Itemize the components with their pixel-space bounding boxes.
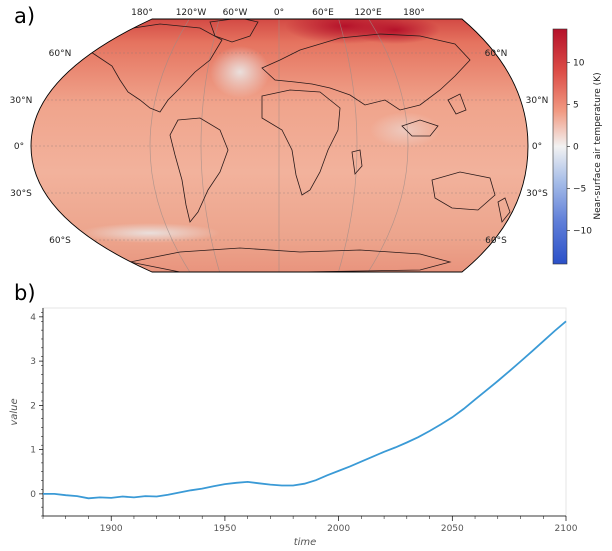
lat-label: 60°N [485,49,508,59]
lat-label: 30°S [10,189,32,199]
x-tick-label: 2100 [555,524,578,534]
x-axis-label: time [294,537,317,548]
x-tick-label: 1900 [100,524,123,534]
colorbar: 10 5 0 −5 −10 Near-surface air temperature (… [552,28,603,265]
y-tick-label: 2 [30,401,36,411]
lat-label: 60°S [49,236,71,246]
x-ticks: 1900 1950 2000 2050 2100 [100,516,578,534]
y-tick-label: 4 [30,313,36,323]
lon-label: 180° [131,8,153,18]
lat-label: 0° [532,142,542,152]
lon-label: 120°E [354,8,382,18]
colorbar-tick-label: 5 [573,101,579,111]
colorbar-tick-label: −5 [573,184,586,194]
lon-label: 120°W [176,8,207,18]
lon-label: 60°E [312,8,334,18]
map-lon-labels: 180° 120°W 60°W 0° 60°E 120°E 180° [131,8,425,18]
y-ticks: 0 1 2 3 4 [30,313,43,500]
lat-label: 0° [14,142,24,152]
lat-label: 60°N [49,49,72,59]
plot-area [42,307,567,517]
global-temperature-map: 180° 120°W 60°W 0° 60°E 120°E 180° 60°N … [10,8,549,273]
lat-label: 30°N [526,96,549,106]
colorbar-ticks: 10 5 0 −5 −10 [567,59,592,236]
x-tick-label: 2000 [327,524,350,534]
panel-label-b: b) [14,281,36,305]
colorbar-tick-label: −10 [573,226,592,236]
lat-label: 60°S [485,236,507,246]
colorbar-tick-label: 10 [573,59,585,69]
colorbar-tick-label: 0 [573,143,579,153]
map-lat-labels-left: 60°N 30°N 0° 30°S 60°S [10,49,72,246]
lon-label: 180° [403,8,425,18]
colorbar-label: Near-surface air temperature (K) [593,72,603,219]
x-tick-label: 1950 [213,524,236,534]
map-lat-labels-right: 60°N 30°N 0° 30°S 60°S [485,49,549,246]
x-tick-label: 2050 [441,524,464,534]
panel-label-a: a) [14,4,36,28]
lat-label: 30°S [526,189,548,199]
lon-label: 60°W [223,8,248,18]
y-tick-label: 0 [30,490,36,500]
y-axis-label: value [9,398,20,425]
minor-ticks [41,312,544,519]
y-tick-label: 3 [30,357,36,367]
lon-label: 0° [274,8,284,18]
series-line [43,320,567,500]
y-tick-label: 1 [30,446,36,456]
lat-label: 30°N [10,96,33,106]
